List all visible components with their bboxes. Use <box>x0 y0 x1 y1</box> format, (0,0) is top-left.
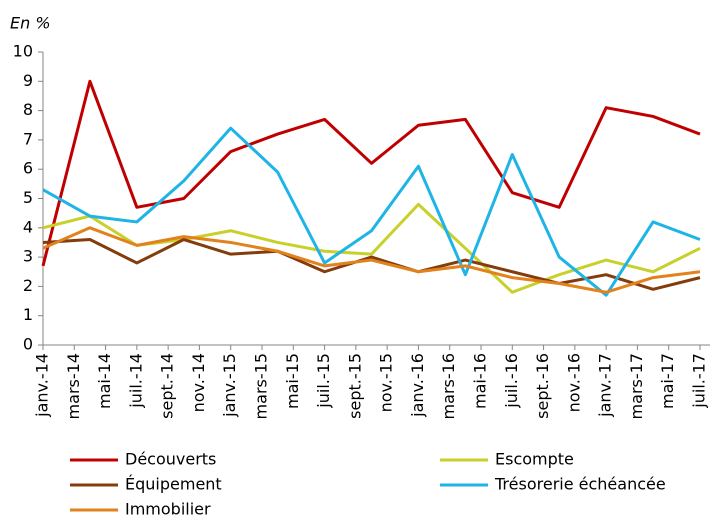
legend-label: Découverts <box>125 450 216 469</box>
y-tick-label: 10 <box>13 42 33 61</box>
x-tick-label: mars-17 <box>627 353 646 419</box>
y-axis-label: En % <box>10 14 51 33</box>
x-tick-label: nov.-14 <box>189 353 208 412</box>
x-tick-label: sept.-14 <box>158 353 177 419</box>
x-tick-label: juil.-15 <box>314 353 333 409</box>
y-tick-label: 7 <box>23 129 33 148</box>
legend-label: Escompte <box>495 450 574 469</box>
y-tick-label: 0 <box>23 335 33 354</box>
y-tick-label: 8 <box>23 100 33 119</box>
y-tick-label: 5 <box>23 188 33 207</box>
x-tick-label: mai-15 <box>283 353 302 409</box>
legend-label: Immobilier <box>125 500 211 518</box>
x-tick-label: juil.-17 <box>690 353 709 409</box>
series-line <box>42 238 701 291</box>
x-tick-label: mars-15 <box>252 353 271 419</box>
x-tick-label: janv.-17 <box>596 353 615 418</box>
legend-label: Trésorerie échéancée <box>494 475 666 494</box>
x-tick-label: janv.-15 <box>220 353 239 418</box>
y-tick-label: 1 <box>23 305 33 324</box>
x-tick-label: sept.-16 <box>533 353 552 419</box>
x-tick-label: mars-16 <box>439 353 458 419</box>
series-line <box>42 226 701 294</box>
y-tick-label: 6 <box>23 159 33 178</box>
x-tick-label: janv.-14 <box>33 353 52 418</box>
x-tick-label: sept.-15 <box>345 353 364 419</box>
y-tick-label: 2 <box>23 276 33 295</box>
x-tick-label: juil.-14 <box>126 353 145 409</box>
y-tick-label: 3 <box>23 247 33 266</box>
x-tick-label: juil.-16 <box>502 353 521 409</box>
x-tick-label: mars-14 <box>64 353 83 419</box>
y-tick-label: 4 <box>23 217 33 236</box>
x-tick-label: mai-14 <box>95 353 114 409</box>
series-line <box>41 79 701 267</box>
x-tick-label: nov.-16 <box>564 353 583 412</box>
x-tick-label: mai-17 <box>658 353 677 409</box>
x-tick-label: janv.-16 <box>408 353 427 418</box>
y-tick-label: 9 <box>23 71 33 90</box>
x-tick-label: mai-16 <box>471 353 490 409</box>
series-line <box>42 126 701 297</box>
x-tick-label: nov.-15 <box>377 353 396 412</box>
legend-label: Équipement <box>125 475 222 494</box>
